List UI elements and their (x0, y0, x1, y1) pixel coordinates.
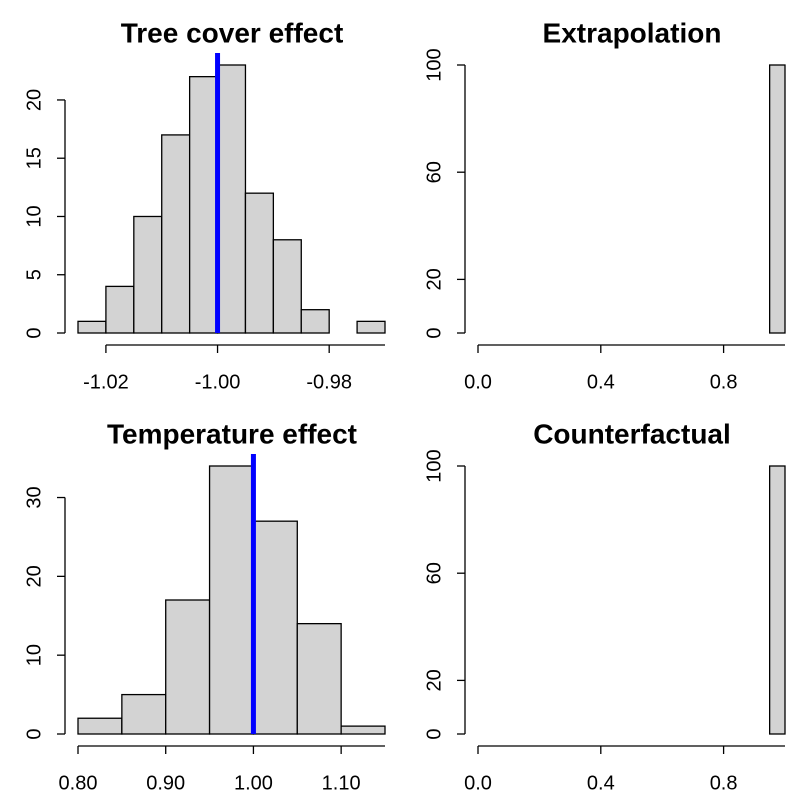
bar (356, 320, 386, 334)
y-tick-label: 0 (23, 327, 45, 338)
bar (161, 134, 191, 334)
bar (105, 285, 135, 334)
x-tick-label: 0.0 (464, 371, 492, 393)
y-tick-label: 20 (423, 669, 445, 691)
bar (208, 465, 255, 735)
y-tick-label: 10 (23, 205, 45, 227)
bar (296, 622, 342, 735)
x-tick-label: 1.10 (322, 772, 361, 794)
x-tick-label: -0.98 (306, 371, 352, 393)
chart-title: Extrapolation (543, 17, 722, 48)
x-tick-label: -1.00 (195, 371, 241, 393)
bar (252, 520, 298, 735)
y-tick-label: 0 (23, 728, 45, 739)
bar (188, 76, 219, 334)
y-tick-label: 0 (423, 327, 445, 338)
bar (769, 465, 786, 735)
bar (272, 239, 302, 334)
bar (133, 215, 163, 334)
x-tick-label: 0.80 (59, 772, 98, 794)
bar (340, 725, 386, 735)
x-tick-label: 1.00 (234, 772, 273, 794)
bar (216, 64, 247, 334)
x-tick-label: 0.0 (464, 772, 492, 794)
chart-title: Tree cover effect (121, 17, 344, 48)
bar (300, 309, 330, 334)
x-tick-label: 0.8 (710, 371, 738, 393)
y-tick-label: 20 (23, 565, 45, 587)
chart-title: Counterfactual (533, 418, 731, 449)
y-tick-label: 20 (23, 89, 45, 111)
x-tick-label: 0.4 (587, 772, 615, 794)
y-tick-label: 0 (423, 728, 445, 739)
y-tick-label: 10 (23, 644, 45, 666)
bar (121, 693, 167, 735)
bar (244, 192, 275, 334)
y-tick-label: 30 (23, 486, 45, 508)
y-tick-label: 5 (23, 269, 45, 280)
x-tick-label: 0.8 (710, 772, 738, 794)
bar (165, 599, 211, 735)
bar (77, 320, 107, 334)
x-tick-label: 0.4 (587, 371, 615, 393)
bar (77, 717, 123, 735)
chart-title: Temperature effect (107, 418, 357, 449)
y-tick-label: 20 (423, 268, 445, 290)
y-tick-label: 60 (423, 161, 445, 183)
y-tick-label: 15 (23, 147, 45, 169)
y-tick-label: 100 (423, 48, 445, 81)
y-tick-label: 100 (423, 449, 445, 482)
x-tick-label: 0.90 (146, 772, 185, 794)
y-tick-label: 60 (423, 562, 445, 584)
bar (769, 64, 786, 334)
x-tick-label: -1.02 (83, 371, 129, 393)
